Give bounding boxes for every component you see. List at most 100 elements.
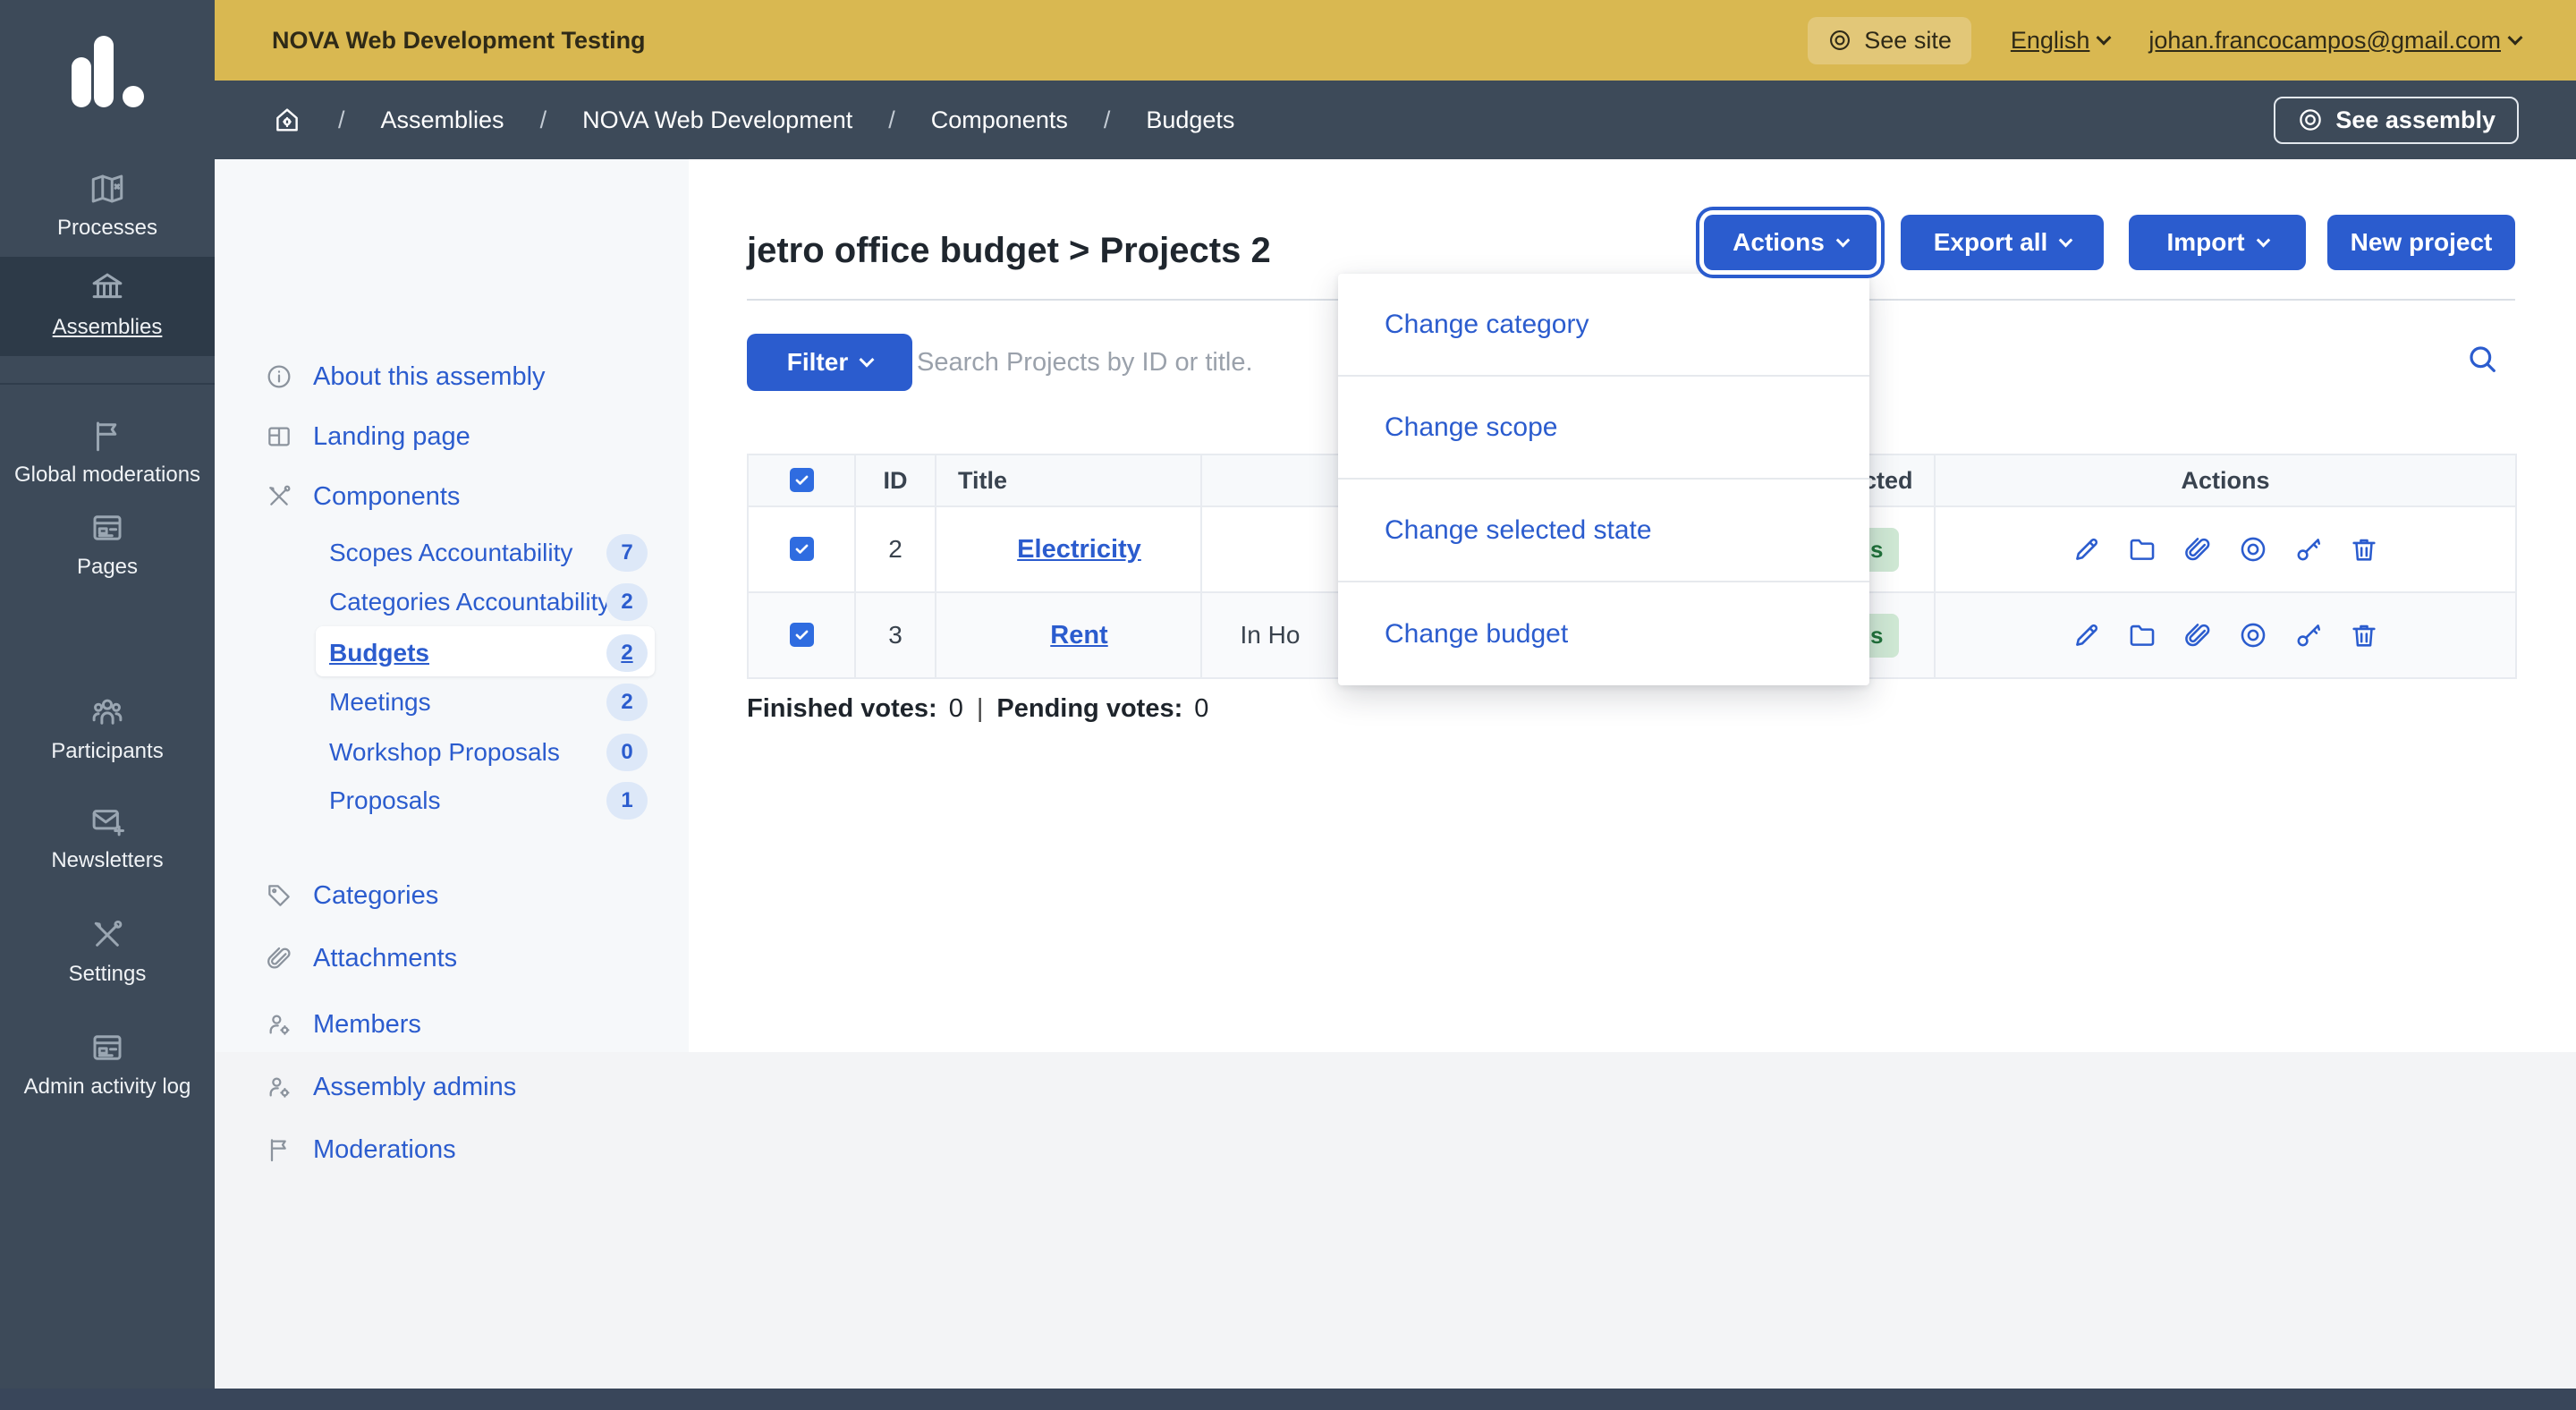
menu-item-change-category[interactable]: Change category [1338,274,1869,377]
key-icon[interactable] [2293,534,2324,565]
select-all-header [747,454,856,507]
user-gear-icon [265,1010,293,1039]
paperclip-icon[interactable] [2182,620,2213,650]
user-menu[interactable]: johan.francocampos@gmail.com [2148,27,2523,55]
filter-button[interactable]: Filter [747,334,912,391]
menu-item-change-scope[interactable]: Change scope [1338,377,1869,480]
sidebar-item-assemblies[interactable]: Assemblies [0,257,215,356]
flag-icon [265,1135,293,1164]
folder-icon[interactable] [2127,534,2157,565]
menu-workshop-proposals[interactable]: Workshop Proposals 0 [215,727,689,777]
menu-scopes-accountability[interactable]: Scopes Accountability 7 [215,528,689,578]
menu-members[interactable]: Members [215,999,689,1049]
footer-bar [0,1389,2576,1410]
sidebar-item-label: Assemblies [52,315,163,339]
see-site-label: See site [1864,26,1952,54]
export-all-button[interactable]: Export all [1901,215,2104,270]
paperclip-icon[interactable] [2182,534,2213,565]
menu-meetings[interactable]: Meetings 2 [215,677,689,727]
chevron-down-icon [2059,233,2073,247]
count-badge: 2 [606,583,648,621]
decidim-logo[interactable] [0,36,215,107]
page-window-icon [89,509,126,547]
sidebar-item-pages[interactable]: Pages [0,509,215,580]
sidebar-item-newsletters[interactable]: Newsletters [0,803,215,873]
breadcrumb: / Assemblies / NOVA Web Development / Co… [272,105,1234,135]
menu-proposals[interactable]: Proposals 1 [215,776,689,826]
sidebar-item-settings[interactable]: Settings [0,916,215,987]
sidebar-item-global-moderations[interactable]: Global moderations [0,417,215,488]
sidebar-item-processes[interactable]: Processes [0,170,215,241]
project-title-link[interactable]: Electricity [1017,534,1141,564]
key-icon[interactable] [2293,620,2324,650]
menu-assembly-admins[interactable]: Assembly admins [215,1062,689,1112]
sidebar-item-label: Pages [76,555,139,579]
menu-categories[interactable]: Categories [215,871,689,921]
menu-categories-accountability[interactable]: Categories Accountability 2 [215,577,689,627]
menu-moderations[interactable]: Moderations [215,1125,689,1175]
count-badge: 7 [606,534,648,572]
breadcrumb-budgets[interactable]: Budgets [1146,106,1235,133]
project-id: 2 [854,505,936,593]
menu-budgets[interactable]: Budgets 2 [215,626,689,678]
menu-about-assembly[interactable]: About this assembly [215,352,689,402]
sidebar-item-participants[interactable]: Participants [0,693,215,764]
primary-sidebar: Processes Assemblies Global moderations … [0,0,215,1410]
votes-summary: Finished votes: 0 | Pending votes: 0 [747,694,1209,723]
menu-attachments[interactable]: Attachments [215,933,689,983]
sidebar-item-admin-activity-log[interactable]: Admin activity log [0,1029,215,1100]
see-site-button[interactable]: See site [1808,16,1971,64]
eye-target-icon [2297,106,2324,133]
menu-components[interactable]: Components [215,471,689,522]
id-header: ID [854,454,936,507]
search-icon[interactable] [2464,341,2500,377]
edit-icon[interactable] [2072,620,2102,650]
row-checkbox[interactable] [789,623,814,647]
count-badge: 2 [606,634,648,672]
info-icon [265,362,293,391]
sidebar-item-label: Processes [56,216,158,240]
menu-item-change-budget[interactable]: Change budget [1385,618,1569,649]
menu-item-change-selected-state[interactable]: Change selected state [1338,480,1869,582]
preview-icon[interactable] [2238,620,2268,650]
eye-target-icon [1827,28,1852,53]
trash-icon[interactable] [2349,620,2379,650]
user-gear-icon [265,1073,293,1101]
preview-icon[interactable] [2238,534,2268,565]
language-selector[interactable]: English [2010,26,2112,55]
breadcrumb-components[interactable]: Components [930,106,1068,133]
paperclip-icon [265,944,293,973]
count-badge: 1 [606,782,648,820]
mail-plus-icon [89,803,126,840]
menu-landing-page[interactable]: Landing page [215,412,689,462]
row-checkbox[interactable] [789,537,814,561]
language-label: English [2010,26,2090,54]
see-assembly-button[interactable]: See assembly [2274,96,2519,144]
new-project-button[interactable]: New project [2327,215,2515,270]
import-button[interactable]: Import [2129,215,2306,270]
org-topbar: NOVA Web Development Testing See site En… [215,0,2576,81]
sidebar-item-label: Settings [68,962,147,986]
tools-icon [89,916,126,954]
project-title-link[interactable]: Rent [1050,620,1108,650]
sidebar-divider [0,383,215,385]
chevron-down-icon [2507,30,2523,46]
trash-icon[interactable] [2349,534,2379,565]
actions-button[interactable]: Actions [1704,215,1877,270]
edit-icon[interactable] [2072,534,2102,565]
assembly-sidebar: About this assembly Landing page Compone… [215,159,689,1164]
active-item-highlight [316,626,655,676]
breadcrumb-assembly-name[interactable]: NOVA Web Development [582,106,853,133]
sidebar-item-label: Admin activity log [23,1074,191,1099]
org-title: NOVA Web Development Testing [272,26,646,54]
count-badge: 0 [606,734,648,771]
sidebar-item-label: Newsletters [51,848,164,872]
tools-icon [265,482,293,511]
select-all-checkbox[interactable] [789,467,814,492]
project-id: 3 [854,591,936,679]
folder-icon[interactable] [2127,620,2157,650]
sidebar-item-label: Participants [51,739,164,763]
breadcrumb-assemblies[interactable]: Assemblies [380,106,504,133]
home-icon[interactable] [272,105,302,135]
sidebar-item-label: Global moderations [13,463,201,487]
